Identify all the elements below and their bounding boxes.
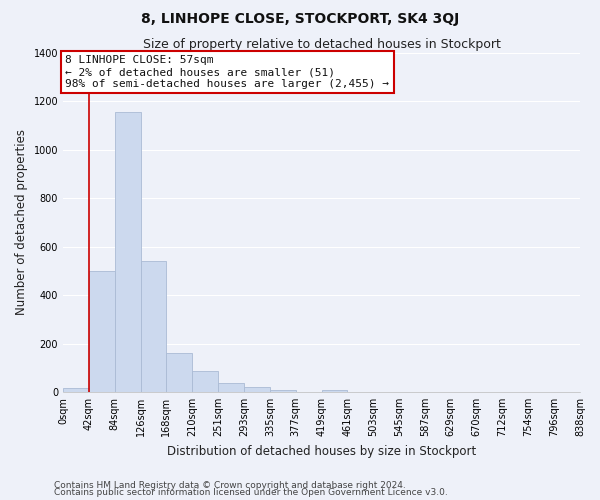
Bar	[192, 372, 218, 392]
Y-axis label: Number of detached properties: Number of detached properties	[15, 130, 28, 316]
Bar	[322, 390, 347, 392]
Text: 8, LINHOPE CLOSE, STOCKPORT, SK4 3QJ: 8, LINHOPE CLOSE, STOCKPORT, SK4 3QJ	[141, 12, 459, 26]
X-axis label: Distribution of detached houses by size in Stockport: Distribution of detached houses by size …	[167, 444, 476, 458]
Bar	[115, 112, 140, 392]
Title: Size of property relative to detached houses in Stockport: Size of property relative to detached ho…	[143, 38, 500, 51]
Bar	[89, 271, 115, 392]
Bar	[166, 353, 192, 392]
Text: Contains HM Land Registry data © Crown copyright and database right 2024.: Contains HM Land Registry data © Crown c…	[54, 480, 406, 490]
Bar	[218, 382, 244, 392]
Text: 8 LINHOPE CLOSE: 57sqm
← 2% of detached houses are smaller (51)
98% of semi-deta: 8 LINHOPE CLOSE: 57sqm ← 2% of detached …	[65, 56, 389, 88]
Bar	[140, 261, 166, 392]
Bar	[63, 388, 89, 392]
Bar	[270, 390, 296, 392]
Text: Contains public sector information licensed under the Open Government Licence v3: Contains public sector information licen…	[54, 488, 448, 497]
Bar	[244, 387, 270, 392]
